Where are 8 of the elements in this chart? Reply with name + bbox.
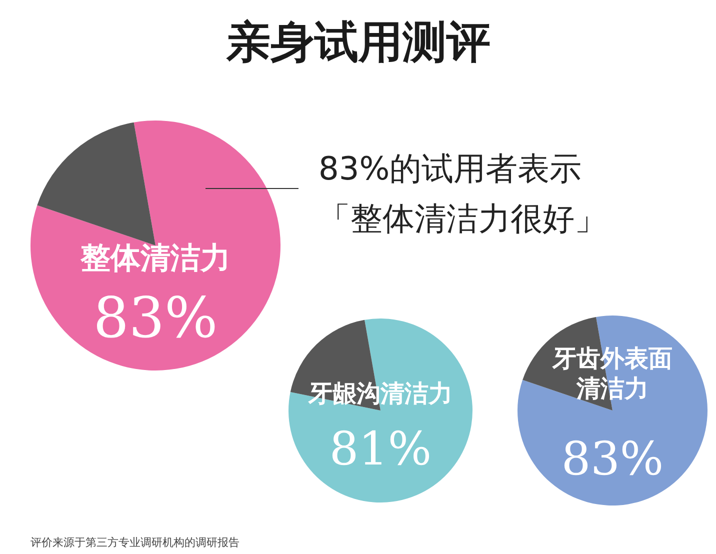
text: 评价来源于第三方专业调研机构的调研报告 — [30, 536, 240, 549]
text: 「整体清洁力很好」 — [318, 200, 606, 238]
data-label: 83% — [93, 286, 218, 351]
slice-label: 整体清洁力 — [80, 241, 230, 276]
data-label: 83% — [561, 432, 664, 486]
chart-title: 亲身试用测评 — [226, 17, 490, 68]
text: 83%的试用者表示 — [318, 150, 582, 188]
data-label: 81% — [329, 422, 432, 476]
